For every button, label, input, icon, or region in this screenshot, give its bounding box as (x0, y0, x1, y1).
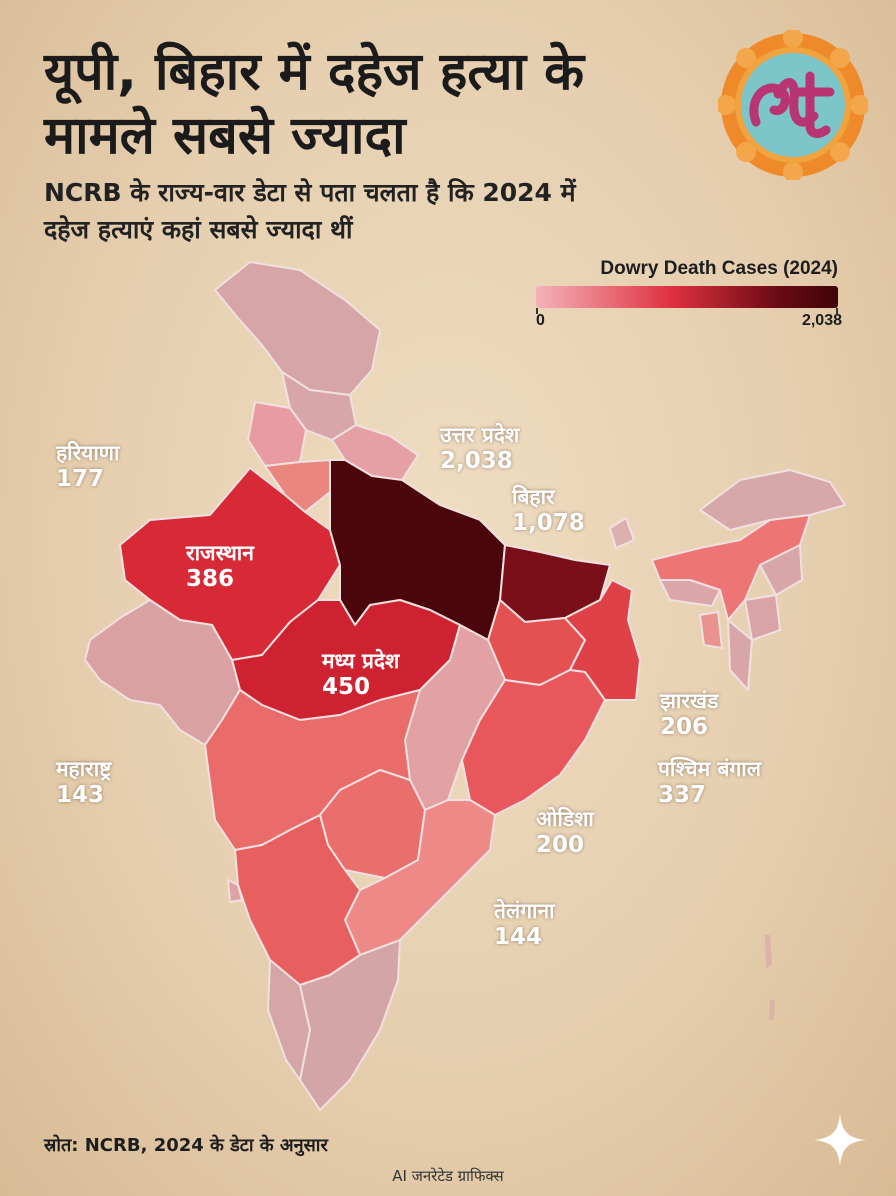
lt-logo-icon (718, 30, 868, 180)
page-subtitle: NCRB के राज्य-वार डेटा से पता चलता है कि… (44, 178, 576, 244)
legend-max-label: 2,038 (801, 312, 842, 329)
state-mizoram (727, 619, 753, 691)
state-goa (227, 879, 243, 903)
label-rajasthan: राजस्थान 386 (186, 541, 254, 592)
state-jammu-kashmir (214, 261, 381, 396)
state-tamil-nadu (299, 939, 401, 1111)
label-west-bengal: पश्चिम बंगाल 337 (658, 757, 761, 808)
label-madhya-pradesh: मध्य प्रदेश 450 (322, 649, 400, 700)
label-maharashtra: महाराष्ट्र 143 (56, 757, 112, 808)
state-odisha (461, 669, 606, 816)
state-tripura (699, 611, 723, 649)
label-odisha: ओडिशा 200 (536, 807, 594, 858)
legend-min-label: 0 (536, 312, 545, 329)
label-haryana: हरियाणा 177 (56, 441, 120, 492)
state-manipur (744, 594, 781, 641)
page-title: यूपी, बिहार में दहेज हत्या के मामले सबसे… (44, 42, 585, 166)
label-bihar: बिहार 1,078 (512, 485, 585, 536)
sparkle-icon (814, 1114, 866, 1166)
state-meghalaya (659, 579, 721, 607)
label-jharkhand: झारखंड 206 (660, 689, 719, 740)
label-telangana: तेलंगाना 144 (494, 899, 555, 950)
label-uttar-pradesh: उत्तर प्रदेश 2,038 (440, 423, 520, 474)
source-note: स्रोत: NCRB, 2024 के डेटा के अनुसार (44, 1135, 328, 1156)
state-karnataka (234, 814, 361, 986)
legend-title: Dowry Death Cases (2024) (600, 258, 838, 279)
andaman-islands (765, 935, 775, 1020)
legend-gradient-bar (536, 286, 838, 308)
color-legend: Dowry Death Cases (2024) 0 2,038 (536, 258, 842, 332)
state-sikkim (609, 517, 635, 549)
ai-credit: AI जनरेटेड ग्राफिक्स (392, 1167, 504, 1185)
state-west-bengal (564, 579, 641, 701)
state-nagaland (759, 544, 803, 596)
